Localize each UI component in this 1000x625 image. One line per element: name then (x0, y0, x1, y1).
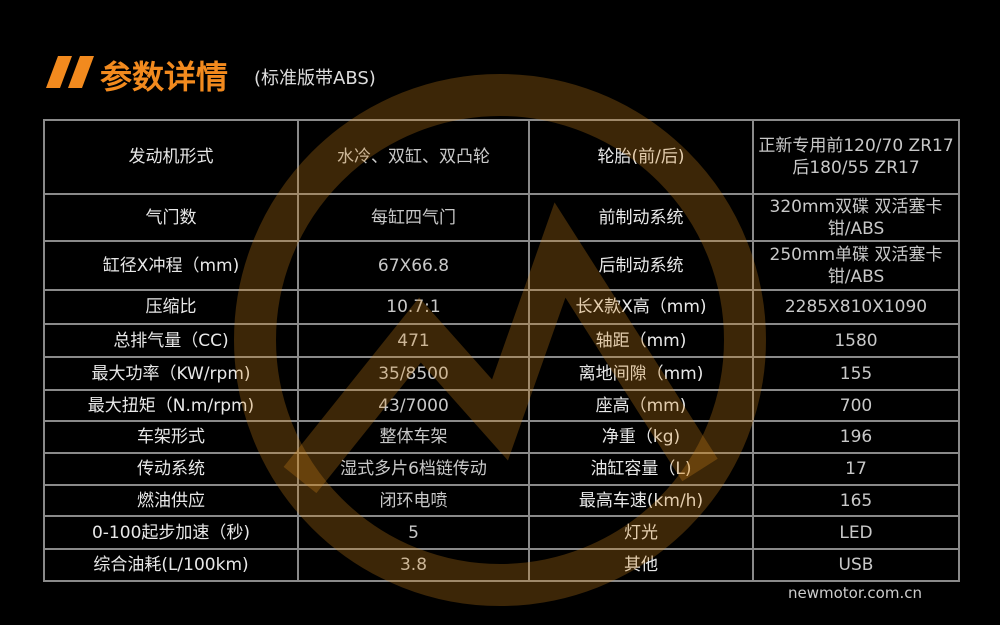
spec-label: 燃油供应 (43, 484, 299, 517)
spec-label: 缸径X冲程（mm) (43, 240, 299, 291)
spec-value: 17 (752, 452, 960, 486)
spec-value: 67X66.8 (297, 240, 530, 291)
watermark: newmotor.com.cn (788, 584, 922, 602)
spec-label: 最大功率（KW/rpm) (43, 356, 299, 391)
table-row: 缸径X冲程（mm) 67X66.8 后制动系统 250mm单碟 双活塞卡 钳/ABS (43, 240, 960, 291)
spec-value: LED (752, 515, 960, 550)
table-row: 综合油耗(L/100km) 3.8 其他 USB (43, 548, 960, 582)
spec-label: 灯光 (528, 515, 754, 550)
spec-value: 整体车架 (297, 420, 530, 454)
spec-label: 座高（mm) (528, 389, 754, 422)
spec-label: 后制动系统 (528, 240, 754, 291)
spec-label: 总排气量（CC) (43, 323, 299, 358)
spec-value: 1580 (752, 323, 960, 358)
table-row: 最大功率（KW/rpm) 35/8500 离地间隙（mm) 155 (43, 356, 960, 391)
table-row: 车架形式 整体车架 净重（kg) 196 (43, 420, 960, 454)
spec-label: 综合油耗(L/100km) (43, 548, 299, 582)
spec-value: 155 (752, 356, 960, 391)
spec-label: 油缸容量（L) (528, 452, 754, 486)
spec-value: 每缸四气门 (297, 193, 530, 242)
spec-label: 最高车速(km/h) (528, 484, 754, 517)
table-row: 传动系统 湿式多片6档链传动 油缸容量（L) 17 (43, 452, 960, 486)
spec-value: USB (752, 548, 960, 582)
spec-label: 长X款X高（mm) (528, 289, 754, 325)
spec-label: 轮胎(前/后) (528, 119, 754, 195)
spec-label: 发动机形式 (43, 119, 299, 195)
table-row: 发动机形式 水冷、双缸、双凸轮 轮胎(前/后) 正新专用前120/70 ZR17 后1… (43, 119, 960, 195)
spec-value: 35/8500 (297, 356, 530, 391)
spec-value: 正新专用前120/70 ZR17 后180/55 ZR17 (752, 119, 960, 195)
spec-label: 轴距（mm) (528, 323, 754, 358)
table-row: 0-100起步加速（秒) 5 灯光 LED (43, 515, 960, 550)
table-row: 最大扭矩（N.m/rpm) 43/7000 座高（mm) 700 (43, 389, 960, 422)
spec-value: 250mm单碟 双活塞卡 钳/ABS (752, 240, 960, 291)
spec-value: 43/7000 (297, 389, 530, 422)
spec-label: 离地间隙（mm) (528, 356, 754, 391)
spec-label: 其他 (528, 548, 754, 582)
spec-value: 湿式多片6档链传动 (297, 452, 530, 486)
spec-table: 发动机形式 水冷、双缸、双凸轮 轮胎(前/后) 正新专用前120/70 ZR17 后1… (43, 119, 960, 582)
spec-value: 700 (752, 389, 960, 422)
table-row: 压缩比 10.7:1 长X款X高（mm) 2285X810X1090 (43, 289, 960, 325)
spec-value: 水冷、双缸、双凸轮 (297, 119, 530, 195)
title-icon (46, 56, 94, 88)
table-row: 总排气量（CC) 471 轴距（mm) 1580 (43, 323, 960, 358)
spec-label: 气门数 (43, 193, 299, 242)
spec-label: 净重（kg) (528, 420, 754, 454)
table-row: 燃油供应 闭环电喷 最高车速(km/h) 165 (43, 484, 960, 517)
spec-label: 最大扭矩（N.m/rpm) (43, 389, 299, 422)
spec-value: 10.7:1 (297, 289, 530, 325)
spec-value: 471 (297, 323, 530, 358)
spec-value: 320mm双碟 双活塞卡 钳/ABS (752, 193, 960, 242)
spec-value: 3.8 (297, 548, 530, 582)
spec-label: 压缩比 (43, 289, 299, 325)
spec-label: 传动系统 (43, 452, 299, 486)
spec-value: 2285X810X1090 (752, 289, 960, 325)
spec-label: 前制动系统 (528, 193, 754, 242)
spec-value: 5 (297, 515, 530, 550)
spec-value: 196 (752, 420, 960, 454)
title: 参数详情 (100, 58, 229, 96)
spec-value: 165 (752, 484, 960, 517)
spec-label: 0-100起步加速（秒) (43, 515, 299, 550)
subtitle: (标准版带ABS) (254, 68, 376, 89)
spec-value: 闭环电喷 (297, 484, 530, 517)
table-row: 气门数 每缸四气门 前制动系统 320mm双碟 双活塞卡 钳/ABS (43, 193, 960, 242)
spec-label: 车架形式 (43, 420, 299, 454)
